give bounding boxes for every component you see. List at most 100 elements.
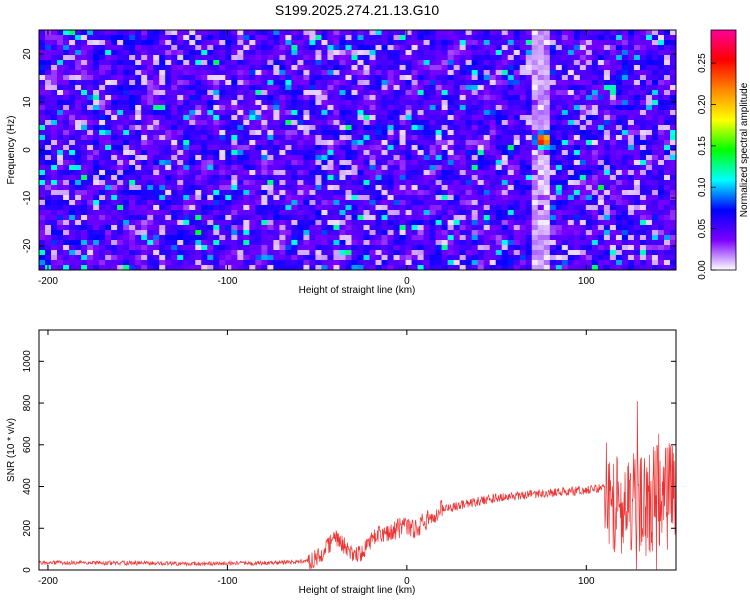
spectrogram-cell (393, 250, 400, 256)
spectrogram-cell (567, 175, 575, 181)
spectrogram-cell (657, 215, 665, 221)
spectrogram-cell (429, 70, 437, 76)
spectrogram-cell (243, 75, 250, 81)
spectrogram-cell (639, 165, 647, 171)
spectrogram-cell (45, 35, 52, 41)
spectrogram-cell (375, 30, 382, 36)
spectrogram-cell (39, 70, 46, 76)
spectrogram-cell (381, 225, 388, 231)
spectrogram-cell (441, 205, 449, 211)
spectrogram-cell (591, 80, 599, 86)
spectrogram-cell (645, 55, 653, 61)
spectrogram-cell (117, 190, 124, 196)
spectrogram-cell (111, 255, 118, 261)
spectrogram-cell (567, 90, 575, 96)
spectrogram-cell (399, 165, 406, 171)
spectrogram-cell (477, 60, 485, 66)
spectrogram-cell (87, 90, 94, 96)
spectrogram-cell (123, 220, 130, 226)
spectrogram-cell (45, 190, 52, 196)
spectrogram-cell (351, 220, 358, 226)
spectrogram-cell (63, 265, 70, 270)
spectrogram-cell (399, 205, 406, 211)
spectrogram-cell (285, 65, 292, 71)
spectrogram-cell (591, 245, 599, 251)
spectrogram-cell (99, 80, 106, 86)
spectrogram-cell (417, 80, 424, 86)
spectrogram-cell (111, 45, 118, 51)
spectrogram-cell (609, 220, 617, 226)
spectrogram-cell (465, 55, 473, 61)
spectrogram-cell (603, 150, 611, 156)
spectrogram-cell (405, 50, 412, 56)
spectrogram-cell (225, 80, 232, 86)
spectrogram-cell (531, 160, 539, 166)
spectrogram-cell (231, 55, 238, 61)
spectrogram-cell (615, 35, 623, 41)
spectrogram-cell (609, 215, 617, 221)
spectrogram-cell (669, 30, 676, 36)
spectrogram-cell (507, 195, 515, 201)
spectrogram-cell (327, 195, 334, 201)
spectrogram-cell (165, 50, 172, 56)
spectrogram-cell (543, 160, 551, 166)
spectrogram-cell (141, 175, 148, 181)
spectrogram-cell (417, 55, 424, 61)
spectrogram-cell (459, 220, 467, 226)
spectrogram-cell (351, 145, 358, 151)
spectrogram-cell (495, 65, 503, 71)
spectrogram-cell (57, 110, 64, 116)
spectrogram-cell (147, 155, 154, 161)
spectrogram-cell (315, 95, 322, 101)
spectrogram-cell (237, 85, 244, 91)
spectrogram-cell (543, 145, 551, 151)
spectrogram-cell (471, 40, 479, 46)
spectrogram-cell (81, 215, 88, 221)
spectrogram-cell (543, 85, 551, 91)
spectrogram-cell (471, 235, 479, 241)
spectrogram-cell (183, 215, 190, 221)
spectrogram-cell (381, 100, 388, 106)
spectrogram-cell (111, 165, 118, 171)
spectrogram-cell (657, 210, 665, 216)
spectrogram-cell (495, 225, 503, 231)
spectrogram-cell (645, 80, 653, 86)
spectrogram-cell (279, 125, 286, 131)
spectrogram-cell (483, 135, 491, 141)
spectrogram-cell (513, 210, 521, 216)
spectrogram-cell (387, 180, 394, 186)
spectrogram-cell (561, 235, 569, 241)
spectrogram-cell (333, 185, 340, 191)
spectrogram-cell (243, 35, 250, 41)
spectrogram-cell (117, 145, 124, 151)
spectrogram-cell (375, 175, 382, 181)
spectrogram-cell (135, 85, 142, 91)
spectrogram-cell (213, 190, 220, 196)
spectrogram-cell (291, 185, 298, 191)
spectrogram-cell (489, 235, 497, 241)
spectrogram-cell (609, 255, 617, 261)
spectrogram-cell (399, 180, 406, 186)
spectrogram-cell (597, 210, 605, 216)
spectrogram-cell (633, 220, 641, 226)
spectrogram-cell (531, 100, 539, 106)
spectrogram-cell (495, 55, 503, 61)
spectrogram-cell (267, 75, 274, 81)
spectrogram-cell (153, 170, 160, 176)
spectrogram-cell (579, 255, 587, 261)
spectrogram-cell (507, 235, 515, 241)
spectrogram-cell (249, 185, 256, 191)
spectrogram-cell (447, 255, 455, 261)
spectrogram-cell (615, 125, 623, 131)
spectrogram-cell (441, 250, 449, 256)
spectrogram-cell (309, 35, 316, 41)
spectrogram-cell (483, 145, 491, 151)
spectrogram-cell (669, 155, 676, 161)
spectrogram-cell (105, 190, 112, 196)
spectrogram-cell (213, 230, 220, 236)
spectrogram-cell (465, 95, 473, 101)
spectrogram-cell (615, 80, 623, 86)
spectrogram-cell (159, 100, 166, 106)
spectrogram-cell (363, 260, 370, 266)
spectrogram-cell (537, 85, 545, 91)
